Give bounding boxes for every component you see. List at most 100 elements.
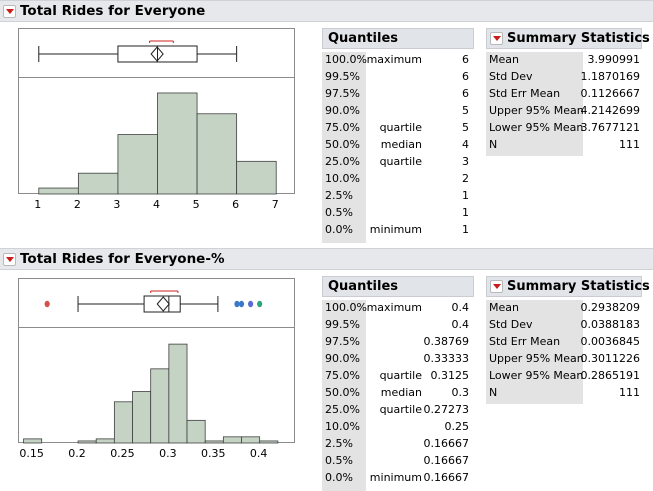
summary-value: 1.1870169 [580, 70, 641, 83]
section-title[interactable]: Total Rides for Everyone-% [20, 251, 225, 267]
quantile-row: 100.0% maximum 0.4 [322, 300, 474, 317]
summary-row: Lower 95% Mean 0.2865191 [486, 368, 642, 385]
quantile-row: 99.5% 6 [322, 69, 474, 86]
quantile-label: quartile [379, 403, 422, 416]
quantile-percent: 100.0% [325, 53, 367, 66]
summary-label: N [489, 138, 498, 151]
histogram-bar-1 [77, 172, 119, 195]
quantiles-table: 100.0% maximum 0.4 99.5% 0.4 97.5% 0.38769 90.0… [322, 300, 474, 491]
quantile-percent-column [322, 300, 366, 491]
outlier-point-2 [238, 300, 245, 308]
quantile-percent: 25.0% [325, 403, 360, 416]
section-header-2: Total Rides for Everyone-% [0, 248, 653, 270]
quantile-value: 0.25 [444, 420, 470, 433]
quantile-row: 0.0% minimum 1 [322, 222, 474, 239]
summary-statistics-header[interactable]: Summary Statistics [486, 276, 650, 297]
histogram-bar-0 [23, 438, 43, 444]
quantiles-title: Quantiles [328, 279, 399, 294]
quantile-percent: 10.0% [325, 172, 360, 185]
outlier-box-plot[interactable] [18, 28, 295, 78]
histogram-bar-9 [186, 419, 206, 444]
summary-statistics-table: Mean 3.990991 Std Dev 1.1870169 Std Err Mean… [486, 52, 642, 156]
quantile-value: 0.38769 [423, 335, 470, 348]
x-tick-label: 1 [34, 198, 42, 211]
quantile-label: quartile [379, 121, 422, 134]
histogram-bar-5 [113, 401, 133, 444]
summary-value: 111 [619, 386, 640, 399]
summary-value: 4.2142699 [580, 104, 641, 117]
summary-row: Std Dev 1.1870169 [486, 69, 642, 86]
quantiles-header[interactable]: Quantiles [322, 276, 474, 297]
histogram-bar-4 [95, 438, 115, 444]
quantile-percent: 99.5% [325, 70, 360, 83]
quantile-value: 6 [462, 70, 469, 83]
quantile-percent: 90.0% [325, 352, 360, 365]
x-tick-label: 4 [153, 198, 160, 211]
quantile-value: 1 [462, 189, 469, 202]
quantile-label: maximum [366, 301, 422, 314]
quantile-row: 99.5% 0.4 [322, 317, 474, 334]
summary-statistics-header[interactable]: Summary Statistics [486, 28, 650, 49]
red-triangle-menu-icon[interactable] [490, 32, 503, 45]
x-axis-ticks: 1 2 3 4 5 6 7 [18, 198, 295, 214]
summary-row: N 111 [486, 137, 642, 154]
quantile-row: 2.5% 0.16667 [322, 436, 474, 453]
histogram-plot[interactable] [18, 77, 295, 195]
quantile-value: 0.4 [451, 318, 470, 331]
quantile-row: 10.0% 2 [322, 171, 474, 188]
red-triangle-menu-icon[interactable] [3, 5, 16, 18]
quantile-percent: 10.0% [325, 420, 360, 433]
quantile-row: 0.5% 0.16667 [322, 453, 474, 470]
summary-row: Lower 95% Mean 3.7677121 [486, 120, 642, 137]
quantile-value: 0.16667 [423, 471, 470, 484]
quantile-value: 1 [462, 206, 469, 219]
quantile-value: 0.33333 [423, 352, 470, 365]
summary-label: Lower 95% Mean [489, 121, 584, 134]
quantile-row: 75.0% quartile 5 [322, 120, 474, 137]
histogram-bar-13 [259, 440, 279, 444]
box-iqr [143, 295, 181, 313]
quantile-value: 0.3 [451, 386, 470, 399]
summary-label: Std Err Mean [489, 335, 561, 348]
summary-label: Std Err Mean [489, 87, 561, 100]
summary-label: Upper 95% Mean [489, 352, 584, 365]
quantile-label: quartile [379, 155, 422, 168]
quantile-value: 6 [462, 87, 469, 100]
summary-value: 0.1126667 [580, 87, 641, 100]
outlier-box-plot[interactable] [18, 278, 295, 328]
summary-label: Upper 95% Mean [489, 104, 584, 117]
outlier-point-0 [44, 300, 50, 308]
distribution-section-2: Total Rides for Everyone-% 0.15 0.2 0.25 0.… [0, 248, 653, 491]
section-title[interactable]: Total Rides for Everyone [20, 3, 206, 19]
summary-row: Upper 95% Mean 4.2142699 [486, 103, 642, 120]
quantile-row: 97.5% 0.38769 [322, 334, 474, 351]
summary-label: Std Dev [489, 70, 533, 83]
quantile-value: 5 [462, 104, 469, 117]
quantile-label: median [380, 138, 422, 151]
quantile-percent: 0.5% [325, 206, 353, 219]
quantile-value: 5 [462, 121, 469, 134]
summary-statistics-title: Summary Statistics [507, 31, 650, 46]
quantile-percent: 2.5% [325, 189, 353, 202]
quantile-percent: 50.0% [325, 386, 360, 399]
quantiles-table: 100.0% maximum 6 99.5% 6 97.5% 6 90.0% 5 75.0% qua… [322, 52, 474, 243]
red-triangle-menu-icon[interactable] [490, 280, 503, 293]
histogram-bar-11 [222, 436, 242, 444]
red-triangle-menu-icon[interactable] [3, 253, 16, 266]
summary-label: Lower 95% Mean [489, 369, 584, 382]
quantile-row: 0.0% minimum 0.16667 [322, 470, 474, 487]
quantile-row: 10.0% 0.25 [322, 419, 474, 436]
quantiles-title: Quantiles [328, 31, 399, 46]
histogram-svg [38, 92, 277, 195]
histogram-bar-2 [117, 134, 158, 195]
histogram-plot[interactable] [18, 327, 295, 444]
quantile-value: 0.16667 [423, 437, 470, 450]
quantile-label: maximum [366, 53, 422, 66]
quantiles-header[interactable]: Quantiles [322, 28, 474, 49]
quantile-percent: 97.5% [325, 335, 360, 348]
quantile-value: 0.3125 [430, 369, 470, 382]
quantile-row: 90.0% 5 [322, 103, 474, 120]
section-header-1: Total Rides for Everyone [0, 0, 653, 22]
summary-row: Mean 3.990991 [486, 52, 642, 69]
quantile-value: 2 [462, 172, 469, 185]
